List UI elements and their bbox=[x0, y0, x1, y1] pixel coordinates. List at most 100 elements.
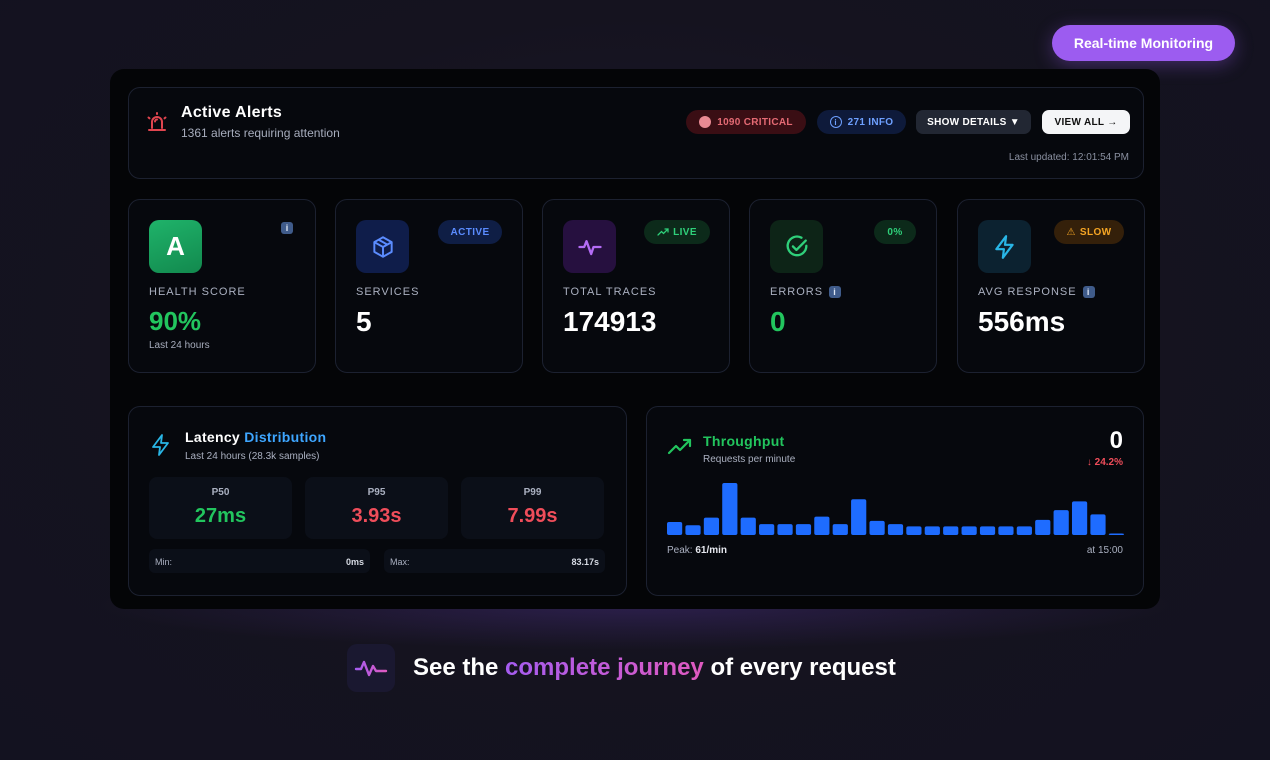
health-grade-box: A bbox=[149, 220, 202, 273]
tagline: See the complete journey of every reques… bbox=[347, 644, 896, 692]
throughput-bar bbox=[814, 516, 830, 535]
response-slow-badge: ⚠ SLOW bbox=[1054, 220, 1124, 244]
throughput-bar bbox=[759, 524, 775, 535]
health-score-note: Last 24 hours bbox=[149, 340, 210, 351]
throughput-bar bbox=[943, 526, 959, 535]
pulse-icon bbox=[577, 239, 602, 255]
active-alerts-panel: Active Alerts 1361 alerts requiring atte… bbox=[128, 87, 1144, 179]
health-grade: A bbox=[166, 231, 185, 261]
critical-dot-icon bbox=[699, 116, 712, 128]
health-score-label: HEALTH SCORE bbox=[149, 286, 246, 298]
dashboard-frame: Active Alerts 1361 alerts requiring atte… bbox=[110, 69, 1160, 609]
services-active-badge: ACTIVE bbox=[438, 220, 502, 244]
throughput-title: Throughput bbox=[703, 433, 785, 449]
lightning-icon bbox=[994, 234, 1014, 259]
throughput-bar bbox=[777, 524, 793, 535]
throughput-peak-time: at 15:00 bbox=[1086, 545, 1123, 556]
p50-box: P50 27ms bbox=[149, 477, 292, 539]
throughput-bar bbox=[667, 522, 683, 535]
p99-label: P99 bbox=[523, 487, 542, 498]
services-card: ACTIVE SERVICES 5 bbox=[335, 199, 523, 373]
throughput-bar bbox=[703, 517, 720, 535]
p99-value: 7.99s bbox=[507, 505, 558, 527]
throughput-bar bbox=[1108, 533, 1124, 535]
info-circle-icon: i bbox=[829, 116, 842, 128]
errors-info-icon[interactable]: i bbox=[829, 286, 842, 298]
alarm-siren-icon bbox=[147, 112, 167, 131]
tagline-text: See the complete journey of every reques… bbox=[413, 654, 896, 681]
throughput-bar bbox=[869, 520, 885, 535]
throughput-panel: Throughput Requests per minute 0 ↓ 24.2%… bbox=[646, 406, 1144, 596]
services-icon-box bbox=[356, 220, 409, 273]
p95-value: 3.93s bbox=[351, 505, 402, 527]
p95-box: P95 3.93s bbox=[305, 477, 448, 539]
latency-max: Max: 83.17s bbox=[384, 549, 605, 573]
services-label: SERVICES bbox=[356, 286, 420, 298]
health-score-card: A i HEALTH SCORE 90% Last 24 hours bbox=[128, 199, 316, 373]
trend-up-icon bbox=[657, 228, 669, 236]
lightning-icon bbox=[152, 434, 169, 456]
response-info-icon[interactable]: i bbox=[1082, 286, 1095, 298]
throughput-bar bbox=[1071, 501, 1088, 535]
last-updated: Last updated: 12:01:54 PM bbox=[1008, 152, 1129, 163]
throughput-bar bbox=[924, 526, 940, 535]
throughput-bar-chart bbox=[667, 483, 1124, 535]
critical-count-label: 1090 CRITICAL bbox=[717, 116, 793, 128]
alerts-title: Active Alerts bbox=[181, 104, 283, 121]
cube-icon bbox=[372, 235, 393, 258]
throughput-current: 0 bbox=[1109, 427, 1123, 454]
throughput-bar bbox=[906, 526, 922, 535]
view-all-button[interactable]: VIEW ALL → bbox=[1042, 110, 1130, 134]
throughput-change: ↓ 24.2% bbox=[1086, 457, 1123, 468]
throughput-peak: Peak: 61/min bbox=[667, 545, 728, 556]
alerts-subtitle: 1361 alerts requiring attention bbox=[181, 126, 340, 140]
errors-icon-box bbox=[770, 220, 823, 273]
services-value: 5 bbox=[356, 306, 372, 337]
throughput-bar bbox=[685, 525, 701, 535]
traces-label: TOTAL TRACES bbox=[563, 286, 657, 298]
response-slow-label: SLOW bbox=[1079, 226, 1112, 238]
latency-title: Latency Distribution bbox=[185, 429, 327, 445]
traces-icon-box bbox=[563, 220, 616, 273]
throughput-subtitle: Requests per minute bbox=[703, 454, 796, 465]
throughput-bar bbox=[832, 524, 848, 535]
traces-value: 174913 bbox=[563, 306, 657, 337]
response-icon-box bbox=[978, 220, 1031, 273]
critical-count-chip[interactable]: 1090 CRITICAL bbox=[686, 110, 806, 134]
total-traces-card: LIVE TOTAL TRACES 174913 bbox=[542, 199, 730, 373]
health-info-icon[interactable]: i bbox=[281, 222, 293, 234]
errors-value: 0 bbox=[770, 306, 786, 337]
throughput-bar bbox=[795, 524, 812, 535]
traces-live-badge: LIVE bbox=[644, 220, 710, 244]
warning-icon: ⚠ bbox=[1066, 226, 1076, 238]
throughput-bar bbox=[851, 499, 867, 535]
avg-response-card: ⚠ SLOW AVG RESPONSE i 556ms bbox=[957, 199, 1145, 373]
p50-label: P50 bbox=[211, 487, 230, 498]
realtime-monitoring-badge[interactable]: Real-time Monitoring bbox=[1052, 25, 1235, 61]
errors-card: 0% ERRORS i 0 bbox=[749, 199, 937, 373]
throughput-bar bbox=[722, 483, 738, 535]
throughput-bar bbox=[1053, 510, 1069, 535]
info-count-chip[interactable]: i 271 INFO bbox=[817, 110, 906, 134]
throughput-bar bbox=[740, 517, 756, 535]
latency-subtitle: Last 24 hours (28.3k samples) bbox=[185, 451, 320, 462]
health-score-value: 90% bbox=[149, 306, 202, 336]
waveform-icon bbox=[354, 660, 388, 677]
latency-distribution-panel: Latency Distribution Last 24 hours (28.3… bbox=[128, 406, 627, 596]
info-count-label: 271 INFO bbox=[847, 116, 894, 128]
show-details-button[interactable]: SHOW DETAILS ▼ bbox=[916, 110, 1031, 134]
latency-min: Min: 0ms bbox=[149, 549, 370, 573]
errors-rate-badge: 0% bbox=[874, 220, 916, 244]
throughput-bar bbox=[887, 524, 904, 535]
throughput-bar bbox=[1035, 519, 1051, 535]
errors-label: ERRORS i bbox=[770, 286, 842, 298]
throughput-bar bbox=[998, 526, 1014, 535]
waveform-icon-box bbox=[347, 644, 395, 692]
p95-label: P95 bbox=[367, 487, 386, 498]
response-value: 556ms bbox=[978, 306, 1066, 337]
response-label: AVG RESPONSE i bbox=[978, 286, 1095, 298]
throughput-bar bbox=[1016, 526, 1032, 535]
p50-value: 27ms bbox=[194, 505, 247, 527]
throughput-bar bbox=[979, 526, 996, 535]
check-circle-icon bbox=[786, 234, 808, 256]
